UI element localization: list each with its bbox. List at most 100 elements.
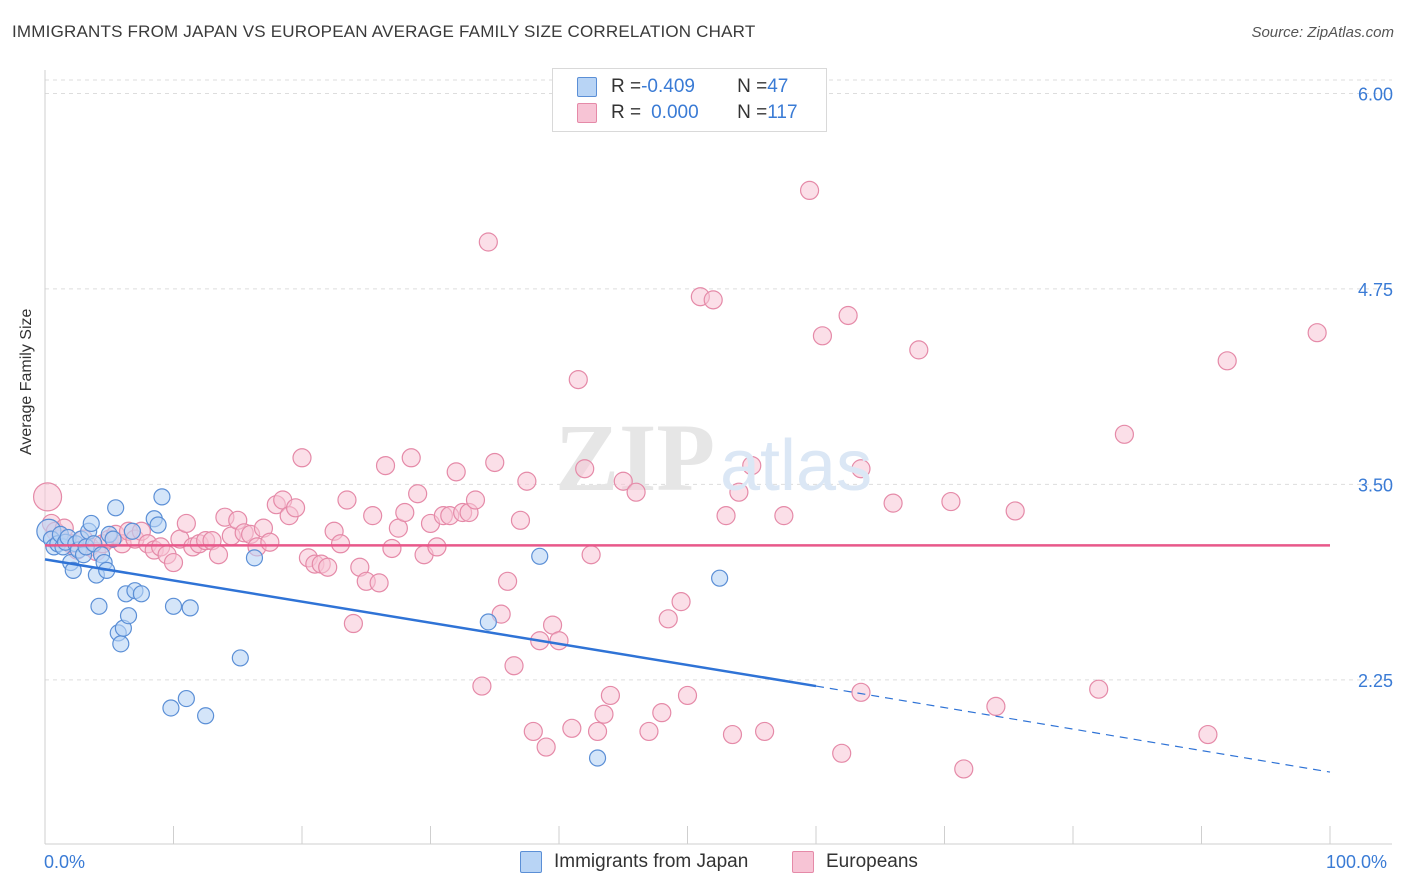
japan-point: [245, 549, 264, 567]
legend-row-japan: R = -0.409 N = 47: [577, 75, 788, 99]
axes: [44, 70, 1392, 845]
legend-n-label: N =: [737, 102, 768, 123]
japan-points: [36, 488, 729, 767]
japan-point: [711, 569, 729, 587]
europe-point: [594, 704, 614, 724]
japan-point: [588, 749, 607, 767]
bottom-legend-europe-label: Europeans: [826, 851, 918, 872]
watermark-atlas: atlas: [720, 426, 872, 506]
japan-point: [112, 635, 130, 653]
europe-point: [883, 493, 903, 513]
europe-point: [587, 721, 608, 742]
europe-point: [941, 491, 961, 512]
europe-point: [427, 537, 447, 557]
japan-swatch: [577, 77, 597, 97]
europe-point: [799, 180, 820, 200]
europe-point: [838, 305, 858, 326]
europe-point: [485, 452, 505, 473]
europe-point: [330, 534, 351, 554]
japan-point: [104, 530, 122, 548]
europe-point: [401, 448, 421, 468]
europe-point: [369, 573, 389, 593]
trend-lines: [44, 544, 1331, 773]
europe-point: [671, 592, 691, 612]
europe-point: [613, 471, 633, 491]
europe-swatch: [577, 103, 597, 123]
japan-point: [231, 649, 249, 667]
europe-point: [626, 482, 646, 502]
x-tick-label-min: 0.0%: [44, 852, 86, 872]
japan-point: [119, 607, 138, 625]
europe-point: [337, 490, 357, 510]
bottom-legend-japan-label: Immigrants from Japan: [554, 851, 749, 872]
europe-point: [716, 506, 736, 526]
europe-point: [395, 502, 415, 523]
bottom-legend-japan: Immigrants from Japan: [520, 851, 748, 873]
europe-point: [1005, 501, 1025, 521]
grid-lines: [45, 79, 1392, 681]
europe-point: [472, 676, 492, 696]
europe-swatch: [792, 851, 814, 873]
europe-point: [1198, 724, 1218, 745]
europe-point: [1089, 679, 1109, 699]
europe-point: [954, 759, 974, 779]
japan-point: [177, 689, 195, 708]
bottom-legend-europe: Europeans: [792, 851, 918, 873]
japan-point: [531, 547, 549, 565]
legend-n-label: N =: [737, 76, 768, 97]
europe-point: [163, 552, 184, 573]
japan-swatch: [520, 851, 542, 873]
europe-point: [363, 506, 383, 526]
europe-point: [408, 484, 428, 504]
europe-point: [176, 513, 196, 534]
legend-r-value: -0.409: [641, 76, 695, 97]
japan-point: [162, 699, 180, 717]
japan-point: [90, 597, 108, 615]
y-tick-labels: 2.25 3.50 4.75 6.00: [1358, 84, 1393, 690]
legend-row-europe: R = 0.000 N = 117: [577, 101, 798, 125]
japan-point: [197, 707, 215, 725]
europe-point: [32, 482, 63, 512]
source-credit: Source: ZipAtlas.com: [1251, 24, 1394, 41]
europe-point: [742, 456, 762, 476]
europeans-points: [32, 180, 1327, 779]
europe-point: [285, 498, 306, 518]
europe-point: [318, 557, 338, 577]
europe-point: [774, 506, 794, 526]
y-tick-label: 4.75: [1358, 280, 1393, 300]
europe-point: [581, 545, 601, 565]
europe-point: [722, 724, 743, 745]
japan-point: [164, 597, 183, 615]
europe-point: [986, 696, 1006, 717]
europe-point: [703, 290, 723, 310]
europe-point: [208, 545, 229, 565]
europe-point: [652, 703, 672, 723]
europe-point: [568, 370, 588, 390]
europe-point: [549, 631, 569, 651]
chart-title: IMMIGRANTS FROM JAPAN VS EUROPEAN AVERAG…: [12, 22, 756, 41]
japan-point: [132, 585, 150, 603]
europe-point: [677, 685, 698, 706]
europe-point: [446, 462, 466, 482]
japan-point: [153, 488, 171, 506]
y-tick-label: 6.00: [1358, 84, 1393, 104]
japan-point: [149, 516, 167, 534]
europe-point: [851, 682, 871, 702]
y-axis-label: Average Family Size: [18, 308, 35, 455]
japan-point: [123, 522, 141, 540]
legend-r-label: R =: [611, 76, 642, 97]
europe-point: [562, 718, 582, 738]
japan-point: [181, 599, 199, 617]
europe-point: [498, 571, 518, 591]
europe-point: [1114, 424, 1135, 444]
europe-point: [658, 609, 678, 629]
europe-point: [909, 340, 929, 360]
europe-point: [504, 656, 524, 676]
y-tick-label: 3.50: [1358, 475, 1393, 495]
europe-point: [600, 685, 621, 706]
legend-n-value: 117: [767, 102, 798, 123]
europe-point: [832, 743, 852, 763]
europe-point: [851, 459, 871, 479]
japan-trend-extension: [815, 685, 1331, 773]
